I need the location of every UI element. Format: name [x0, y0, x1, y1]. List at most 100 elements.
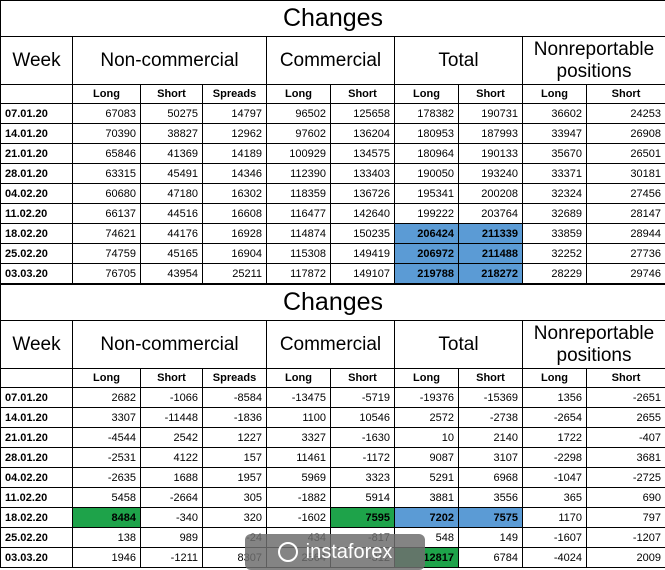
value-cell: 7575	[459, 508, 523, 528]
value-cell: 211339	[459, 224, 523, 244]
value-cell: -1602	[267, 508, 331, 528]
value-cell: 74759	[73, 244, 141, 264]
value-cell: 190731	[459, 104, 523, 124]
watermark-icon	[278, 542, 298, 562]
value-cell: 1100	[267, 408, 331, 428]
subheader: Long	[73, 85, 141, 104]
value-cell: 33947	[523, 124, 587, 144]
value-cell: 36602	[523, 104, 587, 124]
subheader: Short	[331, 85, 395, 104]
group-header: Commercial	[267, 37, 395, 85]
value-cell: 5914	[331, 488, 395, 508]
value-cell: 27456	[587, 184, 665, 204]
value-cell: -4544	[73, 428, 141, 448]
value-cell: 797	[587, 508, 665, 528]
value-cell: -2664	[141, 488, 203, 508]
subheader: Spreads	[203, 369, 267, 388]
subheader: Short	[587, 85, 665, 104]
value-cell: 133403	[331, 164, 395, 184]
value-cell: 45491	[141, 164, 203, 184]
value-cell: 193240	[459, 164, 523, 184]
value-cell: 47180	[141, 184, 203, 204]
value-cell: -1207	[587, 528, 665, 548]
group-header: Nonreportable positions	[523, 321, 665, 369]
value-cell: 26908	[587, 124, 665, 144]
value-cell: 2682	[73, 388, 141, 408]
value-cell: 70390	[73, 124, 141, 144]
value-cell: 305	[203, 488, 267, 508]
value-cell: 14189	[203, 144, 267, 164]
value-cell: 27736	[587, 244, 665, 264]
value-cell: 26501	[587, 144, 665, 164]
value-cell: -1630	[331, 428, 395, 448]
value-cell: -5719	[331, 388, 395, 408]
value-cell: 149419	[331, 244, 395, 264]
value-cell: -2635	[73, 468, 141, 488]
value-cell: 187993	[459, 124, 523, 144]
value-cell: 115308	[267, 244, 331, 264]
value-cell: 134575	[331, 144, 395, 164]
value-cell: 9087	[395, 448, 459, 468]
value-cell: 45165	[141, 244, 203, 264]
value-cell: -2725	[587, 468, 665, 488]
table-title: Changes	[1, 285, 665, 321]
value-cell: -1211	[141, 548, 203, 568]
value-cell: 116477	[267, 204, 331, 224]
value-cell: -19376	[395, 388, 459, 408]
value-cell: -2738	[459, 408, 523, 428]
value-cell: 38827	[141, 124, 203, 144]
value-cell: 125658	[331, 104, 395, 124]
value-cell: 32689	[523, 204, 587, 224]
value-cell: 16928	[203, 224, 267, 244]
value-cell: 7595	[331, 508, 395, 528]
week-header: Week	[1, 37, 73, 85]
value-cell: 142640	[331, 204, 395, 224]
value-cell: 149	[459, 528, 523, 548]
value-cell: -2531	[73, 448, 141, 468]
value-cell: 100929	[267, 144, 331, 164]
value-cell: 3327	[267, 428, 331, 448]
value-cell: 136726	[331, 184, 395, 204]
value-cell: 7202	[395, 508, 459, 528]
value-cell: 66137	[73, 204, 141, 224]
value-cell: 1227	[203, 428, 267, 448]
week-cell: 25.02.20	[1, 244, 73, 264]
value-cell: 118359	[267, 184, 331, 204]
value-cell: 218272	[459, 264, 523, 284]
value-cell: -1836	[203, 408, 267, 428]
value-cell: 1356	[523, 388, 587, 408]
value-cell: 16904	[203, 244, 267, 264]
value-cell: 195341	[395, 184, 459, 204]
value-cell: -1607	[523, 528, 587, 548]
subheader: Long	[523, 85, 587, 104]
value-cell: 97602	[267, 124, 331, 144]
week-cell: 07.01.20	[1, 388, 73, 408]
value-cell: 10546	[331, 408, 395, 428]
value-cell: 4122	[141, 448, 203, 468]
title-row: Changes	[1, 285, 665, 321]
value-cell: 1722	[523, 428, 587, 448]
week-cell: 11.02.20	[1, 488, 73, 508]
value-cell: 206972	[395, 244, 459, 264]
value-cell: 2140	[459, 428, 523, 448]
value-cell: 16608	[203, 204, 267, 224]
watermark-text: instaforex	[306, 541, 393, 564]
value-cell: -4024	[523, 548, 587, 568]
value-cell: 5458	[73, 488, 141, 508]
subheader: Long	[73, 369, 141, 388]
value-cell: 10	[395, 428, 459, 448]
value-cell: 206424	[395, 224, 459, 244]
value-cell: -8584	[203, 388, 267, 408]
value-cell: 65846	[73, 144, 141, 164]
value-cell: -340	[141, 508, 203, 528]
group-header: Total	[395, 37, 523, 85]
value-cell: 112390	[267, 164, 331, 184]
